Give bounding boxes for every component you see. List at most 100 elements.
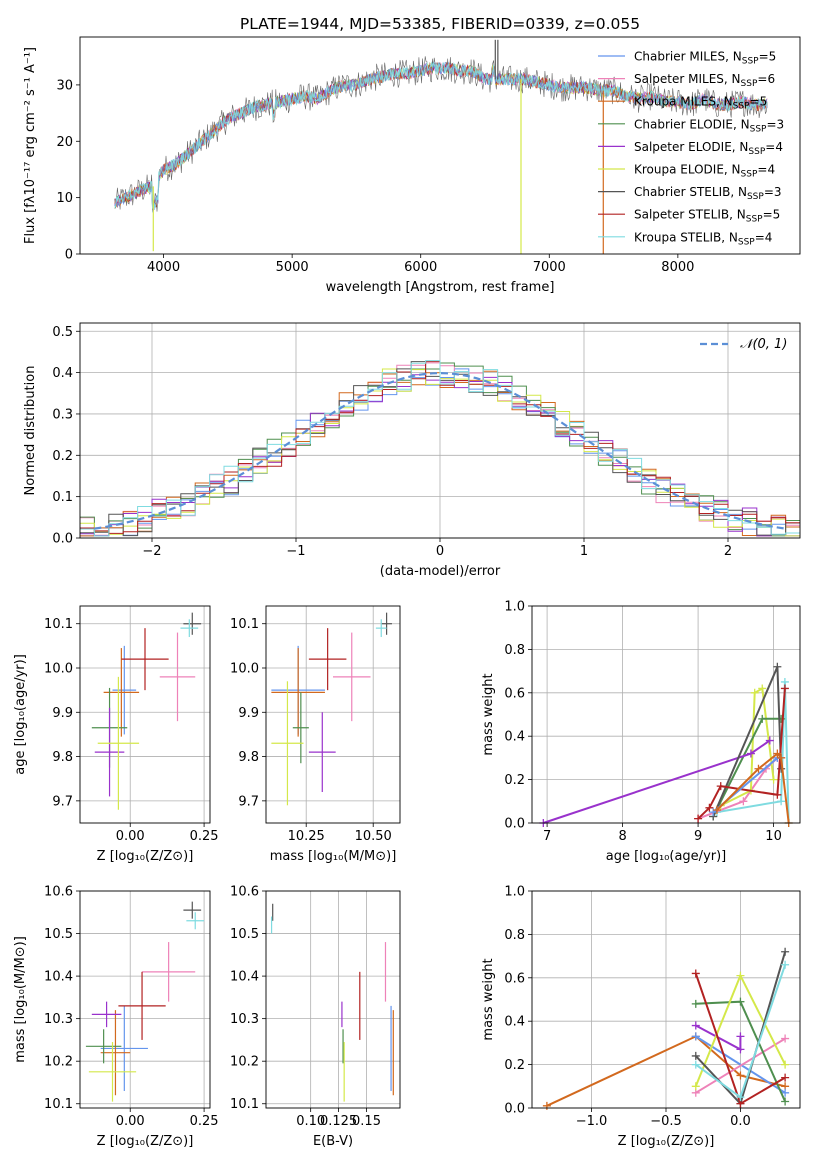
y-tick-label: 9.8 bbox=[52, 750, 73, 765]
legend-label: Salpeter MILES, NSSP=6 bbox=[634, 72, 775, 89]
x-tick-label: 0.15 bbox=[352, 1114, 381, 1129]
y-tick-label: 0.8 bbox=[504, 928, 525, 943]
plot-frame bbox=[265, 890, 401, 1109]
weight-marker bbox=[773, 790, 782, 799]
weight-marker bbox=[781, 1073, 790, 1082]
weight-marker bbox=[716, 782, 725, 791]
weight-marker bbox=[691, 1021, 700, 1030]
x-tick-label: 0 bbox=[436, 544, 444, 559]
y-tick-label: 10.4 bbox=[230, 970, 259, 985]
y-tick-label: 0.5 bbox=[52, 325, 73, 340]
weight-marker bbox=[691, 1082, 700, 1091]
weight-marker bbox=[736, 1045, 745, 1054]
x-tick-label: −2 bbox=[142, 544, 161, 559]
x-tick-label: 7000 bbox=[533, 260, 566, 275]
spectrum-panel: 4000 5000 6000 7000 8000 0 10 20 30 wavelength [A… bbox=[23, 15, 801, 295]
x-axis-label: mass [log₁₀(M/M⊙)] bbox=[270, 849, 397, 864]
y-tick-label: 10.0 bbox=[230, 662, 259, 677]
chart-title: PLATE=1944, MJD=53385, FIBERID=0339, z=0… bbox=[240, 15, 640, 33]
y-tick-label: 10.5 bbox=[44, 927, 73, 942]
y-tick-label: 10.5 bbox=[230, 927, 259, 942]
x-tick-label: −0.5 bbox=[650, 1114, 682, 1129]
x-axis-label: Z [log₁₀(Z/Z⊙)] bbox=[618, 1134, 715, 1149]
y-tick-label: 0.3 bbox=[52, 407, 73, 422]
weight-marker bbox=[781, 1034, 790, 1043]
x-axis-label: Z [log₁₀(Z/Z⊙)] bbox=[97, 849, 194, 864]
spectrum-line bbox=[114, 61, 768, 210]
y-axis-label: mass [log₁₀(M/M⊙)] bbox=[13, 936, 28, 1063]
weight-marker bbox=[736, 1093, 745, 1102]
weight-marker bbox=[758, 684, 767, 693]
weight-marker bbox=[694, 814, 703, 823]
weight-marker bbox=[777, 753, 786, 762]
gaussian-curve bbox=[94, 371, 786, 530]
weight-marker bbox=[736, 1071, 745, 1080]
weight-marker bbox=[777, 797, 786, 806]
y-tick-label: 9.7 bbox=[52, 794, 73, 809]
y-tick-label: 30 bbox=[56, 78, 73, 93]
x-tick-label: 10.50 bbox=[355, 829, 392, 844]
x-axis-label: E(B-V) bbox=[313, 1134, 353, 1149]
x-tick-label: 0.10 bbox=[296, 1114, 325, 1129]
y-axis-label: age [log₁₀(age/yr)] bbox=[13, 654, 28, 775]
x-tick-label: 7 bbox=[543, 829, 551, 844]
weight-line bbox=[546, 1035, 786, 1107]
plot-frame bbox=[79, 605, 211, 824]
weight-marker bbox=[705, 803, 714, 812]
x-axis-label: wavelength [Angstrom, rest frame] bbox=[326, 280, 555, 295]
mass-vs-metallicity-panel: 0.00 0.25 10.1 10.2 10.3 10.4 10.5 10.6 Z [log₁₀… bbox=[13, 885, 219, 1150]
weight-marker bbox=[691, 1051, 700, 1060]
mass-weight-vs-metallicity-panel: −1.0 −0.5 0.0 0.0 0.2 0.4 0.6 0.8 1.0 Z [log₁₀(Z/… bbox=[481, 885, 801, 1149]
y-tick-label: 0.2 bbox=[52, 449, 73, 464]
weight-marker bbox=[773, 662, 782, 671]
legend-label: Kroupa MILES, NSSP=5 bbox=[634, 95, 767, 112]
weight-marker bbox=[691, 999, 700, 1008]
weight-marker bbox=[769, 775, 778, 784]
plot-frame bbox=[265, 605, 401, 824]
y-tick-label: 10.1 bbox=[230, 1097, 259, 1112]
weight-marker bbox=[781, 1060, 790, 1069]
weight-marker bbox=[758, 714, 767, 723]
y-tick-label: 10 bbox=[56, 191, 73, 206]
legend-label: Salpeter STELIB, NSSP=5 bbox=[634, 208, 780, 225]
y-tick-label: 10.3 bbox=[230, 1012, 259, 1027]
plot-frame bbox=[531, 890, 801, 1109]
x-tick-label: 10 bbox=[765, 829, 782, 844]
x-tick-label: 9 bbox=[694, 829, 702, 844]
y-axis-label: mass weight bbox=[481, 673, 496, 755]
y-tick-label: 9.7 bbox=[238, 794, 259, 809]
y-tick-label: 0.4 bbox=[504, 1015, 525, 1030]
weight-marker bbox=[781, 1097, 790, 1106]
y-tick-label: 0.4 bbox=[504, 730, 525, 745]
weight-line bbox=[695, 1037, 786, 1094]
x-tick-label: 0.125 bbox=[320, 1114, 357, 1129]
y-tick-label: 10.6 bbox=[44, 885, 73, 900]
weight-marker bbox=[746, 749, 755, 758]
x-tick-label: 5000 bbox=[276, 260, 309, 275]
x-tick-label: 2 bbox=[724, 544, 732, 559]
y-tick-label: 10.6 bbox=[230, 885, 259, 900]
weight-marker bbox=[736, 997, 745, 1006]
y-tick-label: 10.2 bbox=[230, 1055, 259, 1070]
weight-marker bbox=[781, 1088, 790, 1097]
weight-marker bbox=[736, 971, 745, 980]
histogram-step bbox=[80, 360, 800, 537]
y-tick-label: 20 bbox=[56, 135, 73, 150]
x-tick-label: 1 bbox=[580, 544, 588, 559]
mass-weight-vs-age-panel: 7 8 9 10 0.0 0.2 0.4 0.6 0.8 1.0 age [log₁₀(age/yr… bbox=[481, 600, 801, 864]
legend-label: Kroupa STELIB, NSSP=4 bbox=[634, 230, 772, 247]
y-tick-label: 10.0 bbox=[44, 662, 73, 677]
y-axis-label: Normed distribution bbox=[23, 366, 38, 496]
weight-line bbox=[716, 681, 790, 824]
plot-frame bbox=[79, 322, 801, 539]
y-tick-label: 9.8 bbox=[238, 750, 259, 765]
y-tick-label: 0.2 bbox=[504, 773, 525, 788]
weight-marker bbox=[712, 805, 721, 814]
weight-marker bbox=[754, 764, 763, 773]
y-tick-label: 0 bbox=[65, 248, 73, 263]
x-tick-label: 6000 bbox=[404, 260, 437, 275]
y-tick-label: 10.2 bbox=[44, 1055, 73, 1070]
age-vs-metallicity-panel: 0.00 0.25 9.7 9.8 9.9 10.0 10.1 Z [log₁₀(Z/Z⊙)]… bbox=[13, 605, 219, 864]
x-tick-label: 0.00 bbox=[116, 829, 145, 844]
